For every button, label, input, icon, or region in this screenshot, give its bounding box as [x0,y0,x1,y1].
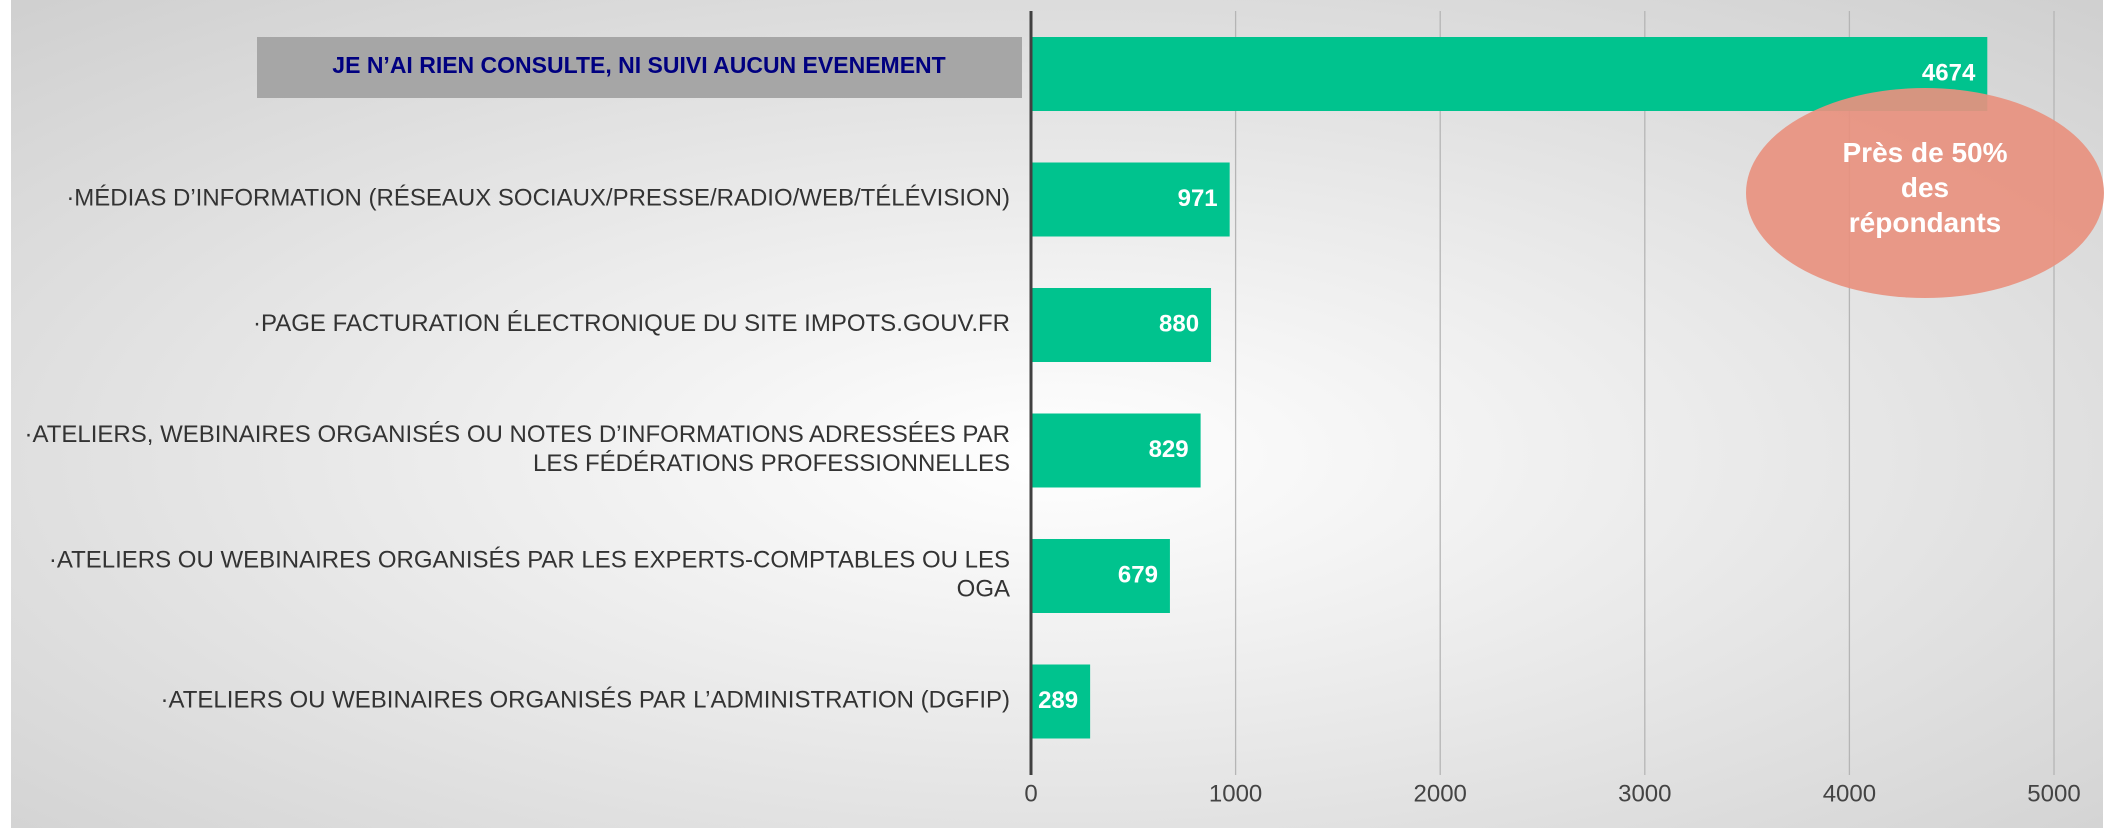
x-tick-label: 5000 [2027,780,2080,807]
bar [1031,539,1170,613]
x-tick-label: 2000 [1414,780,1467,807]
value-label: 679 [1118,561,1158,588]
category-label: ·ATELIERS OU WEBINAIRES ORGANISÉS PAR L’… [161,687,1010,714]
annotation-bubble [1746,88,2104,298]
value-label: 880 [1159,310,1199,337]
category-label: ·PAGE FACTURATION ÉLECTRONIQUE DU SITE I… [253,310,1010,337]
value-label: 971 [1178,185,1218,212]
category-highlight [257,37,1022,98]
bar [1031,288,1212,362]
value-label: 829 [1149,436,1189,463]
x-tick-label: 4000 [1823,780,1876,807]
x-tick-label: 1000 [1209,780,1262,807]
bar [1031,37,1988,111]
category-label: ·ATELIERS OU WEBINAIRES ORGANISÉS PAR LE… [49,547,1010,603]
value-label: 289 [1038,687,1078,714]
bar [1031,413,1201,488]
bar [1031,162,1230,237]
category-label: ·MÉDIAS D’INFORMATION (RÉSEAUX SOCIAUX/P… [66,185,1010,212]
value-label: 4674 [1922,59,1976,86]
category-label: ·ATELIERS, WEBINAIRES ORGANISÉS OU NOTES… [25,421,1011,477]
bar [1031,664,1091,739]
x-tick-label: 3000 [1618,780,1671,807]
category-label: JE N’AI RIEN CONSULTE, NI SUIVI AUCUN EV… [332,52,945,78]
annotation-text: Près de 50% des répondants [1843,137,2008,238]
x-tick-label: 0 [1024,780,1037,807]
